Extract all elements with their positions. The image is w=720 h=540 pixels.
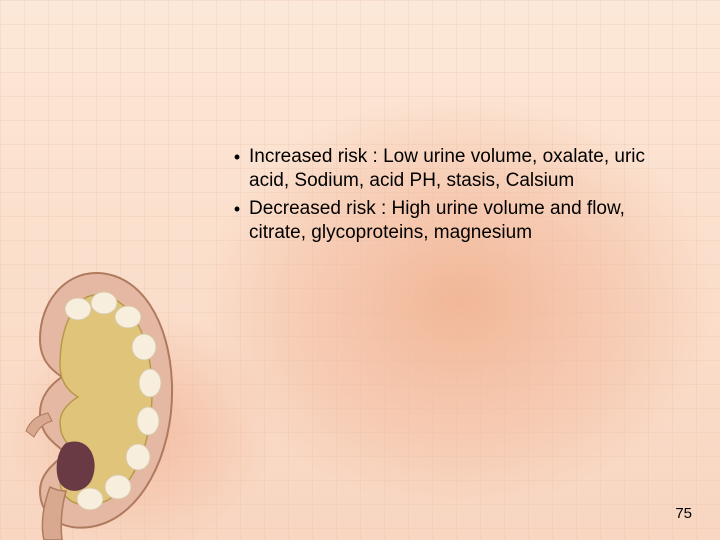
slide: • Increased risk : Low urine volume, oxa… [0,0,720,540]
bullet-list: • Increased risk : Low urine volume, oxa… [225,145,685,249]
list-item: • Decreased risk : High urine volume and… [225,197,685,245]
bullet-marker: • [225,145,249,169]
bullet-text: Increased risk : Low urine volume, oxala… [249,145,685,193]
bullet-text: Decreased risk : High urine volume and f… [249,197,685,245]
list-item: • Increased risk : Low urine volume, oxa… [225,145,685,193]
bullet-marker: • [225,197,249,221]
kidney-icon [0,265,190,540]
page-number: 75 [675,505,692,522]
